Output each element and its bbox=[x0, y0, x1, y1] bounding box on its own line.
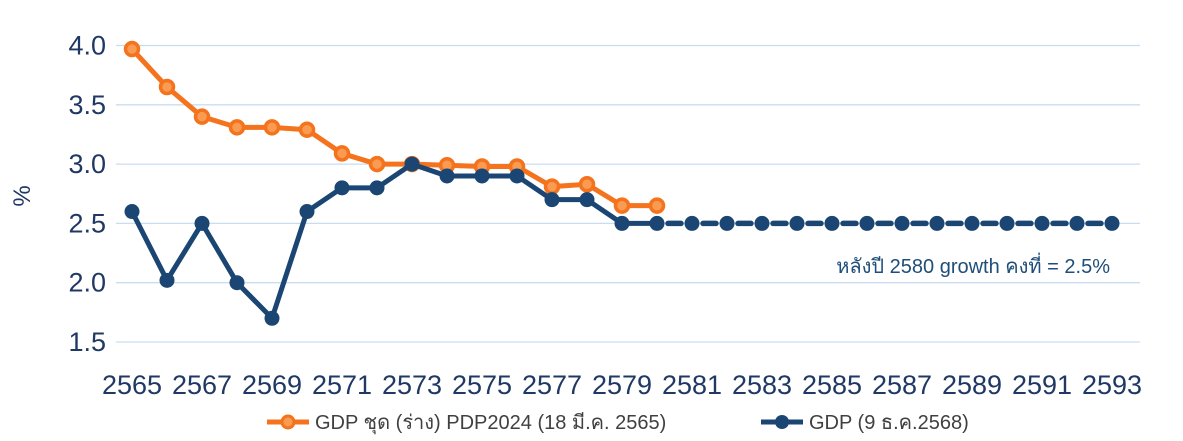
data-point-marker bbox=[509, 168, 525, 184]
legend-label-gdp2568: GDP (9 ธ.ค.2568) bbox=[809, 412, 969, 434]
data-point-marker bbox=[964, 215, 980, 231]
x-tick-label: 2577 bbox=[522, 370, 582, 400]
x-tick-label: 2593 bbox=[1082, 370, 1142, 400]
data-point-marker bbox=[404, 156, 420, 172]
data-point-marker bbox=[264, 310, 280, 326]
data-point-marker bbox=[543, 178, 561, 195]
data-point-marker bbox=[859, 215, 875, 231]
x-tick-label: 2573 bbox=[382, 370, 442, 400]
y-tick-label: 4.0 bbox=[68, 31, 106, 61]
y-tick-label: 2.5 bbox=[68, 208, 106, 238]
data-point-marker bbox=[369, 180, 385, 196]
data-point-marker bbox=[684, 215, 700, 231]
data-point-marker bbox=[229, 275, 245, 291]
data-point-marker bbox=[929, 215, 945, 231]
data-point-marker bbox=[334, 180, 350, 196]
data-point-marker bbox=[999, 215, 1015, 231]
data-point-marker bbox=[1034, 215, 1050, 231]
orange-line-marker-icon bbox=[267, 414, 309, 430]
data-point-marker bbox=[299, 204, 315, 220]
x-tick-label: 2567 bbox=[172, 370, 232, 400]
data-point-marker bbox=[474, 168, 490, 184]
data-point-marker bbox=[263, 119, 281, 136]
legend-label-pdp2024: GDP ชุด (ร่าง) PDP2024 (18 มี.ค. 2565) bbox=[315, 412, 667, 434]
data-point-marker bbox=[754, 215, 770, 231]
data-point-marker bbox=[579, 192, 595, 208]
data-point-marker bbox=[648, 197, 666, 214]
series-line-0 bbox=[130, 47, 657, 209]
data-point-marker bbox=[613, 197, 631, 214]
x-tick-label: 2587 bbox=[872, 370, 932, 400]
data-point-marker bbox=[614, 215, 630, 231]
data-point-marker bbox=[1069, 215, 1085, 231]
data-point-marker bbox=[158, 78, 176, 96]
legend-item-pdp2024: GDP ชุด (ร่าง) PDP2024 (18 มี.ค. 2565) bbox=[266, 408, 666, 436]
x-tick-label: 2591 bbox=[1012, 370, 1072, 400]
data-point-marker bbox=[1104, 215, 1120, 231]
legend-item-gdp2568: GDP (9 ธ.ค.2568) bbox=[760, 408, 969, 436]
data-point-marker bbox=[333, 145, 351, 162]
data-point-marker bbox=[789, 215, 805, 231]
x-tick-label: 2571 bbox=[312, 370, 372, 400]
x-tick-label: 2575 bbox=[452, 370, 512, 400]
data-point-marker bbox=[824, 215, 840, 231]
y-tick-label: 2.0 bbox=[68, 268, 106, 298]
data-point-marker bbox=[894, 215, 910, 231]
data-point-marker bbox=[578, 176, 596, 193]
x-tick-label: 2565 bbox=[102, 370, 162, 400]
constant-growth-annotation: หลังปี 2580 growth คงที่ = 2.5% bbox=[836, 256, 1110, 278]
data-point-marker bbox=[719, 215, 735, 231]
data-point-marker bbox=[194, 215, 210, 231]
x-tick-label: 2585 bbox=[802, 370, 862, 400]
y-axis-unit-label: % bbox=[9, 185, 36, 206]
series-line-1 bbox=[129, 161, 657, 321]
data-point-marker bbox=[544, 192, 560, 208]
data-point-marker bbox=[649, 215, 665, 231]
data-point-marker bbox=[439, 168, 455, 184]
data-point-marker bbox=[193, 108, 211, 125]
data-point-marker bbox=[124, 204, 140, 220]
data-point-marker bbox=[228, 119, 246, 136]
x-tick-label: 2581 bbox=[662, 370, 722, 400]
data-point-marker bbox=[298, 121, 316, 138]
x-tick-label: 2583 bbox=[732, 370, 792, 400]
data-point-marker bbox=[368, 155, 386, 173]
x-tick-label: 2589 bbox=[942, 370, 1002, 400]
data-point-marker bbox=[159, 272, 175, 288]
x-tick-label: 2579 bbox=[592, 370, 652, 400]
data-point-marker bbox=[123, 40, 141, 58]
y-tick-label: 1.5 bbox=[68, 327, 106, 357]
navy-line-marker-icon bbox=[761, 415, 803, 429]
chart-legend: GDP ชุด (ร่าง) PDP2024 (18 มี.ค. 2565) G… bbox=[0, 408, 1183, 438]
y-tick-label: 3.5 bbox=[68, 90, 106, 120]
x-tick-label: 2569 bbox=[242, 370, 302, 400]
y-tick-label: 3.0 bbox=[68, 149, 106, 179]
